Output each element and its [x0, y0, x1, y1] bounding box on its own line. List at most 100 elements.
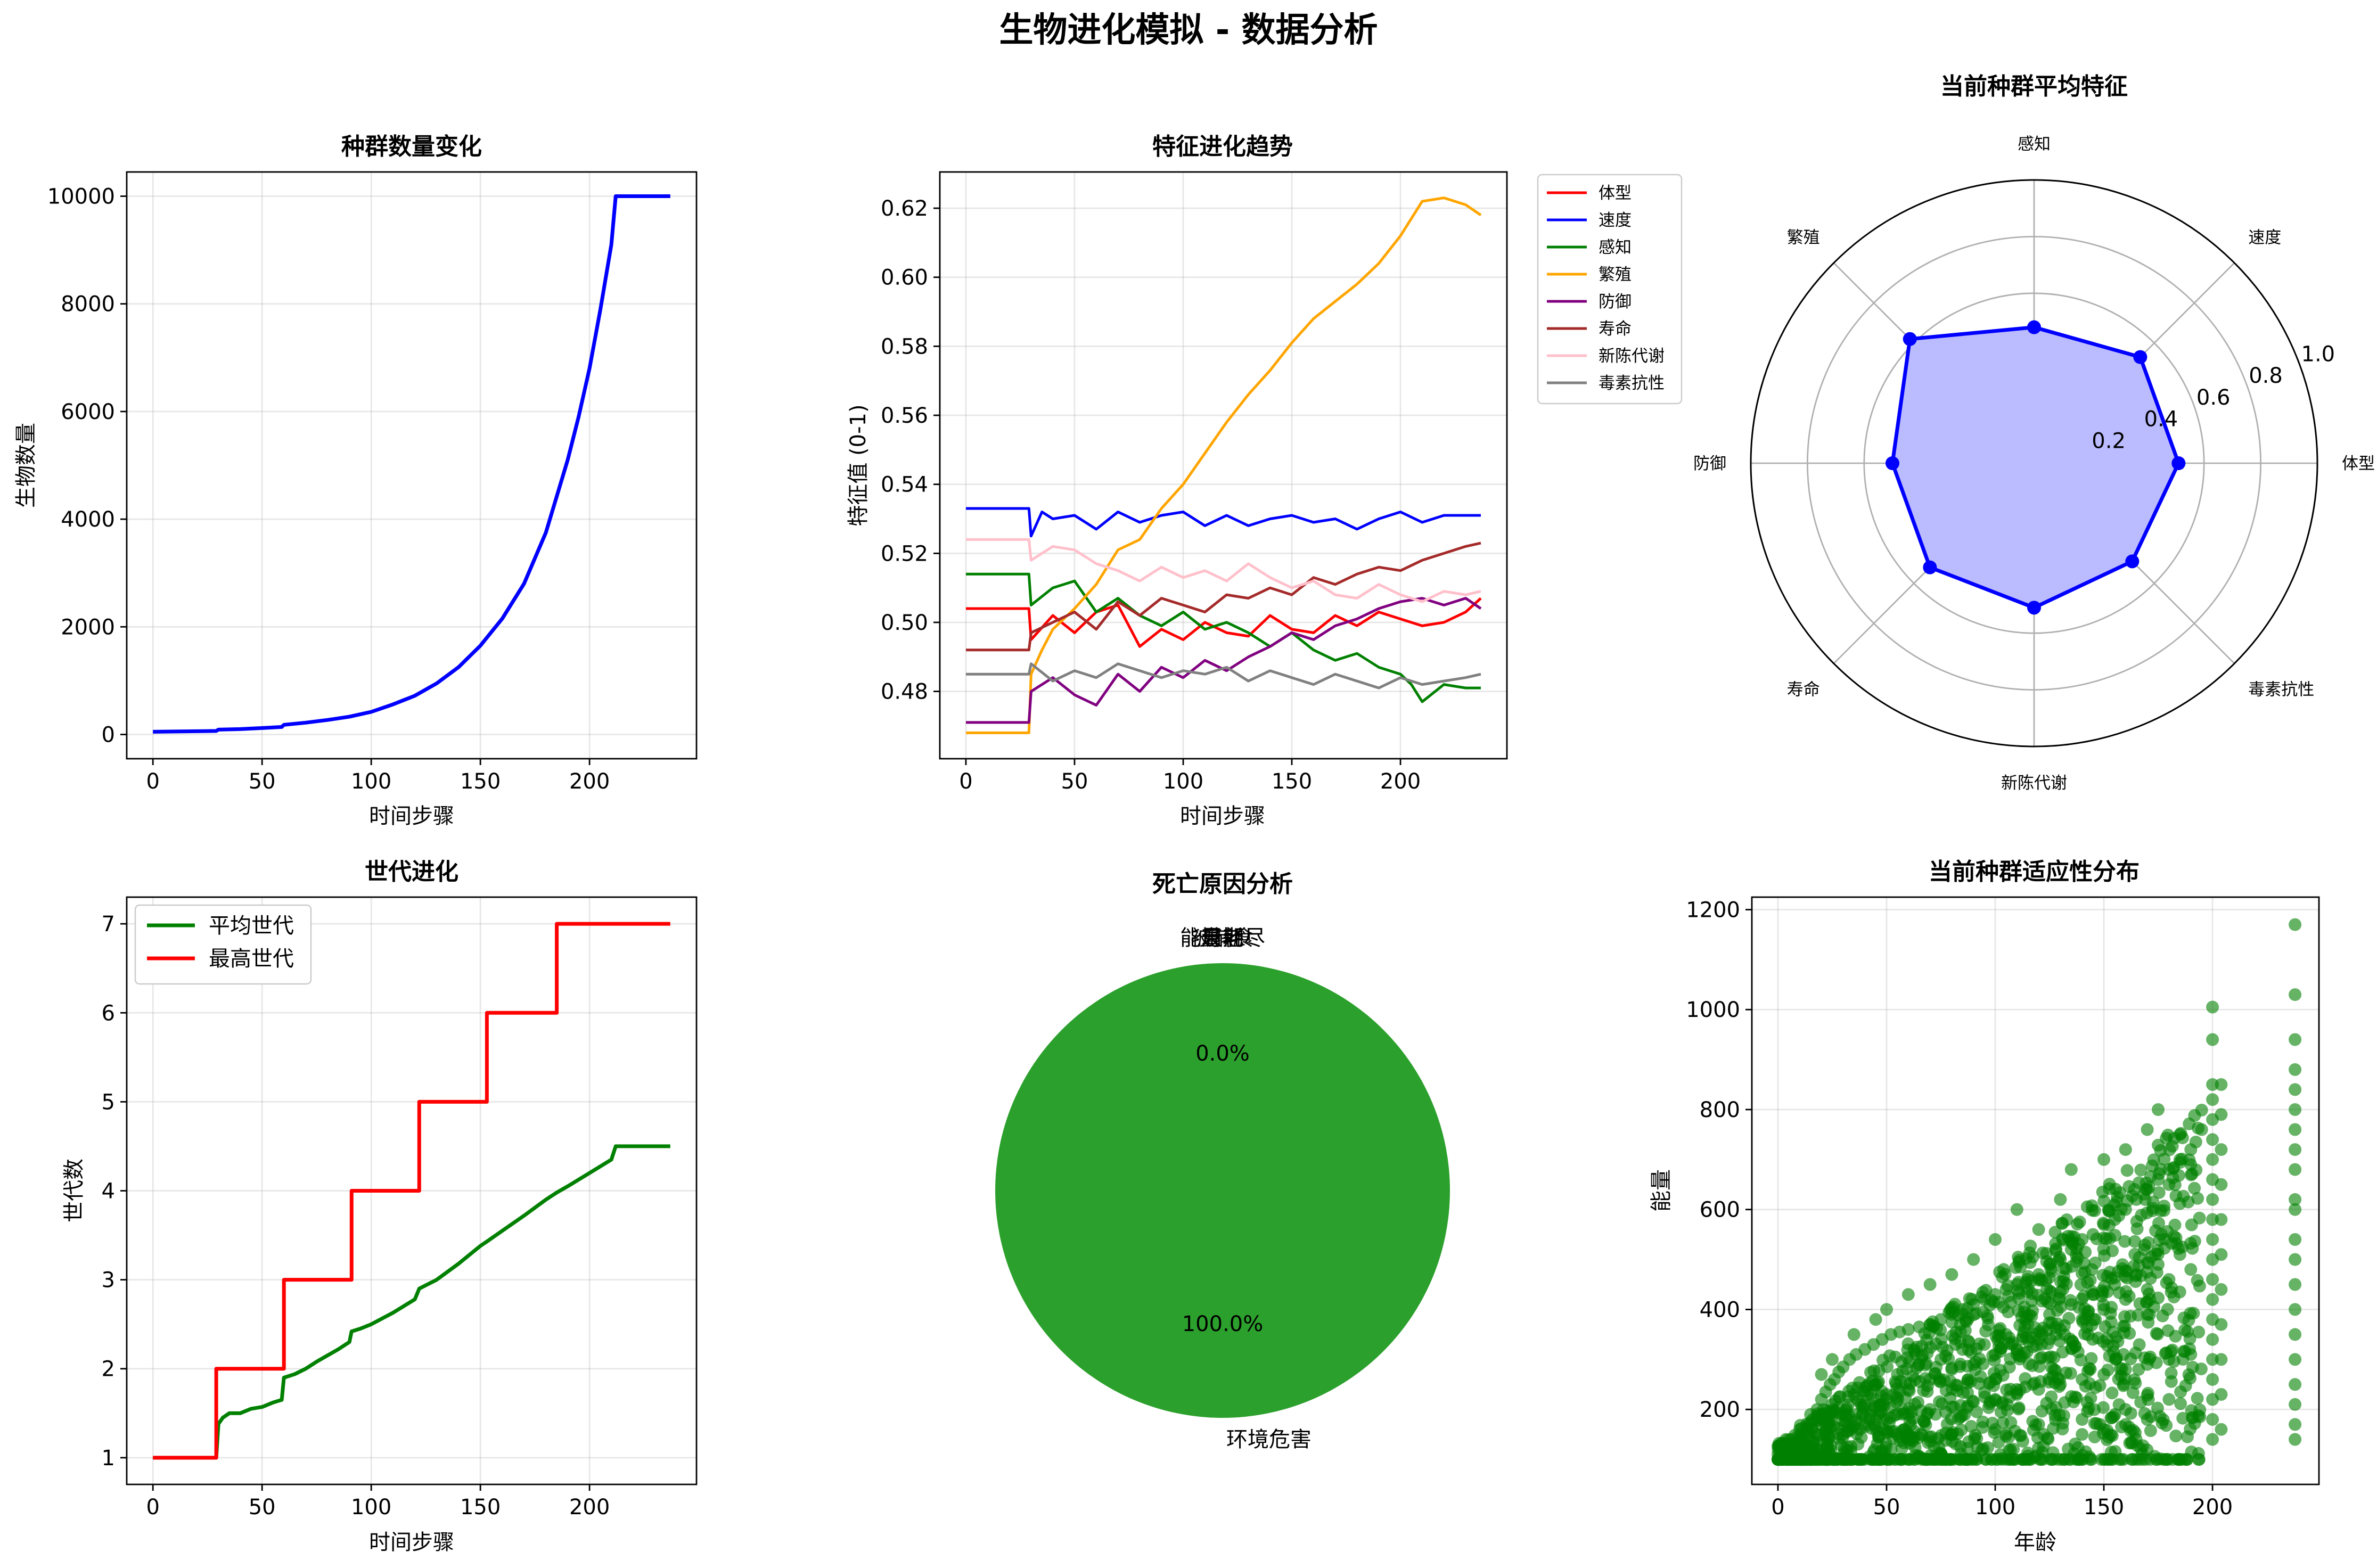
- legend-label: 感知: [1599, 238, 1632, 257]
- y-tick-label: 4000: [61, 507, 115, 532]
- pie-top-label: 能量耗尽: [1180, 926, 1265, 950]
- scatter-point: [2178, 1324, 2192, 1336]
- scatter-point: [2074, 1353, 2087, 1367]
- pie-pct-zero: 0.0%: [1195, 1041, 1250, 1066]
- scatter-point: [2190, 1163, 2203, 1177]
- scatter-point: [2158, 1153, 2171, 1166]
- radar-point: [2133, 350, 2148, 364]
- scatter-point: [2084, 1362, 2097, 1376]
- scatter-point: [2215, 1078, 2228, 1091]
- scatter-point: [2090, 1232, 2103, 1245]
- scatter-point: [2177, 1344, 2191, 1358]
- scatter-point: [2015, 1453, 2029, 1466]
- scatter-point: [2215, 1213, 2228, 1226]
- x-tick-label: 100: [351, 1495, 391, 1520]
- scatter-point: [2083, 1377, 2096, 1390]
- scatter-point: [2184, 1423, 2197, 1435]
- scatter-point: [1955, 1409, 1969, 1422]
- scatter-point: [2289, 1103, 2302, 1116]
- scatter-point: [2129, 1347, 2142, 1360]
- scatter-point: [1815, 1368, 1828, 1381]
- scatter-point: [2101, 1270, 2114, 1283]
- scatter-point: [1901, 1343, 1914, 1357]
- scatter-point: [2128, 1247, 2142, 1261]
- scatter-point: [1869, 1313, 1882, 1326]
- scatter-point: [2126, 1453, 2139, 1466]
- scatter-point: [1989, 1453, 2003, 1466]
- scatter-point: [1970, 1342, 1983, 1356]
- scatter-point: [2054, 1193, 2067, 1206]
- scatter-point: [1776, 1442, 1789, 1455]
- scatter-point: [2158, 1204, 2170, 1217]
- scatter-point: [2206, 1373, 2219, 1386]
- scatter-point: [2064, 1294, 2077, 1307]
- scatter-point: [1994, 1329, 2007, 1343]
- radar-point: [2125, 554, 2140, 569]
- scatter-point: [2289, 1203, 2302, 1216]
- scatter-point: [2016, 1434, 2029, 1448]
- scatter-point: [2043, 1375, 2056, 1389]
- scatter-point: [1967, 1253, 1980, 1266]
- scatter-point: [1812, 1429, 1825, 1442]
- scatter-point: [2289, 988, 2302, 1001]
- outer-circle: [1750, 179, 2318, 748]
- y-tick-label: 1200: [1686, 898, 1740, 922]
- axes-frame: [1751, 896, 2320, 1485]
- scatter-point: [2050, 1242, 2063, 1255]
- y-tick-label: 200: [1700, 1398, 1740, 1422]
- pie-overlap-label: 衰老: [1201, 926, 1244, 950]
- scatter-point: [1962, 1399, 1974, 1412]
- scatter-point: [2289, 1033, 2302, 1046]
- x-tick-label: 200: [569, 769, 610, 794]
- scatter-point: [2289, 1303, 2302, 1316]
- series-line-6: [966, 538, 1481, 603]
- y-tick-label: 1: [102, 1446, 115, 1471]
- x-axis-label: 时间步骤: [369, 804, 454, 828]
- scatter-point: [2088, 1204, 2101, 1217]
- scatter-point: [1794, 1419, 1807, 1432]
- scatter-point: [1965, 1293, 1979, 1306]
- y-tick-label: 6: [102, 1001, 115, 1025]
- scatter-point: [1841, 1390, 1855, 1403]
- scatter-point: [2144, 1350, 2157, 1364]
- scatter-point: [2289, 918, 2302, 931]
- scatter-point: [2182, 1368, 2195, 1381]
- y-tick-label: 2: [102, 1357, 115, 1382]
- scatter-point: [2195, 1104, 2208, 1117]
- scatter-point: [1895, 1442, 1908, 1455]
- y-tick-label: 0: [102, 723, 115, 748]
- y-tick-label: 0.62: [881, 196, 928, 221]
- scatter-point: [2289, 1193, 2302, 1206]
- scatter-point: [1859, 1420, 1872, 1433]
- scatter-point: [1945, 1361, 1958, 1375]
- scatter-point: [2112, 1398, 2126, 1411]
- scatter-point: [2176, 1131, 2189, 1145]
- y-tick-label: 400: [1700, 1298, 1740, 1322]
- scatter-point: [2165, 1367, 2178, 1380]
- y-tick-label: 0.50: [881, 611, 928, 635]
- scatter-point: [2088, 1417, 2101, 1430]
- y-tick-label: 0.52: [881, 541, 928, 566]
- scatter-point: [2110, 1331, 2123, 1344]
- scatter-point: [2152, 1291, 2165, 1304]
- legend-label: 最高世代: [209, 947, 294, 971]
- scatter-point: [2206, 1233, 2219, 1246]
- scatter-point: [2118, 1310, 2132, 1323]
- scatter-point: [2122, 1290, 2136, 1303]
- scatter-point: [2162, 1393, 2176, 1406]
- scatter-point: [2161, 1303, 2174, 1316]
- scatter-point: [2108, 1408, 2121, 1421]
- scatter-point: [2117, 1348, 2130, 1361]
- y-tick-label: 0.48: [881, 680, 928, 704]
- scatter-point: [2025, 1294, 2038, 1308]
- scatter-point: [2027, 1423, 2040, 1436]
- scatter-point: [2096, 1185, 2109, 1198]
- scatter-point: [1903, 1355, 1916, 1368]
- scatter-point: [2096, 1286, 2110, 1299]
- scatter-point: [1976, 1415, 1989, 1429]
- scatter-point: [1996, 1270, 2009, 1284]
- y-tick-label: 600: [1700, 1198, 1740, 1222]
- scatter-point: [1924, 1449, 1937, 1462]
- scatter-point: [2101, 1364, 2114, 1377]
- scatter-point: [2144, 1170, 2157, 1183]
